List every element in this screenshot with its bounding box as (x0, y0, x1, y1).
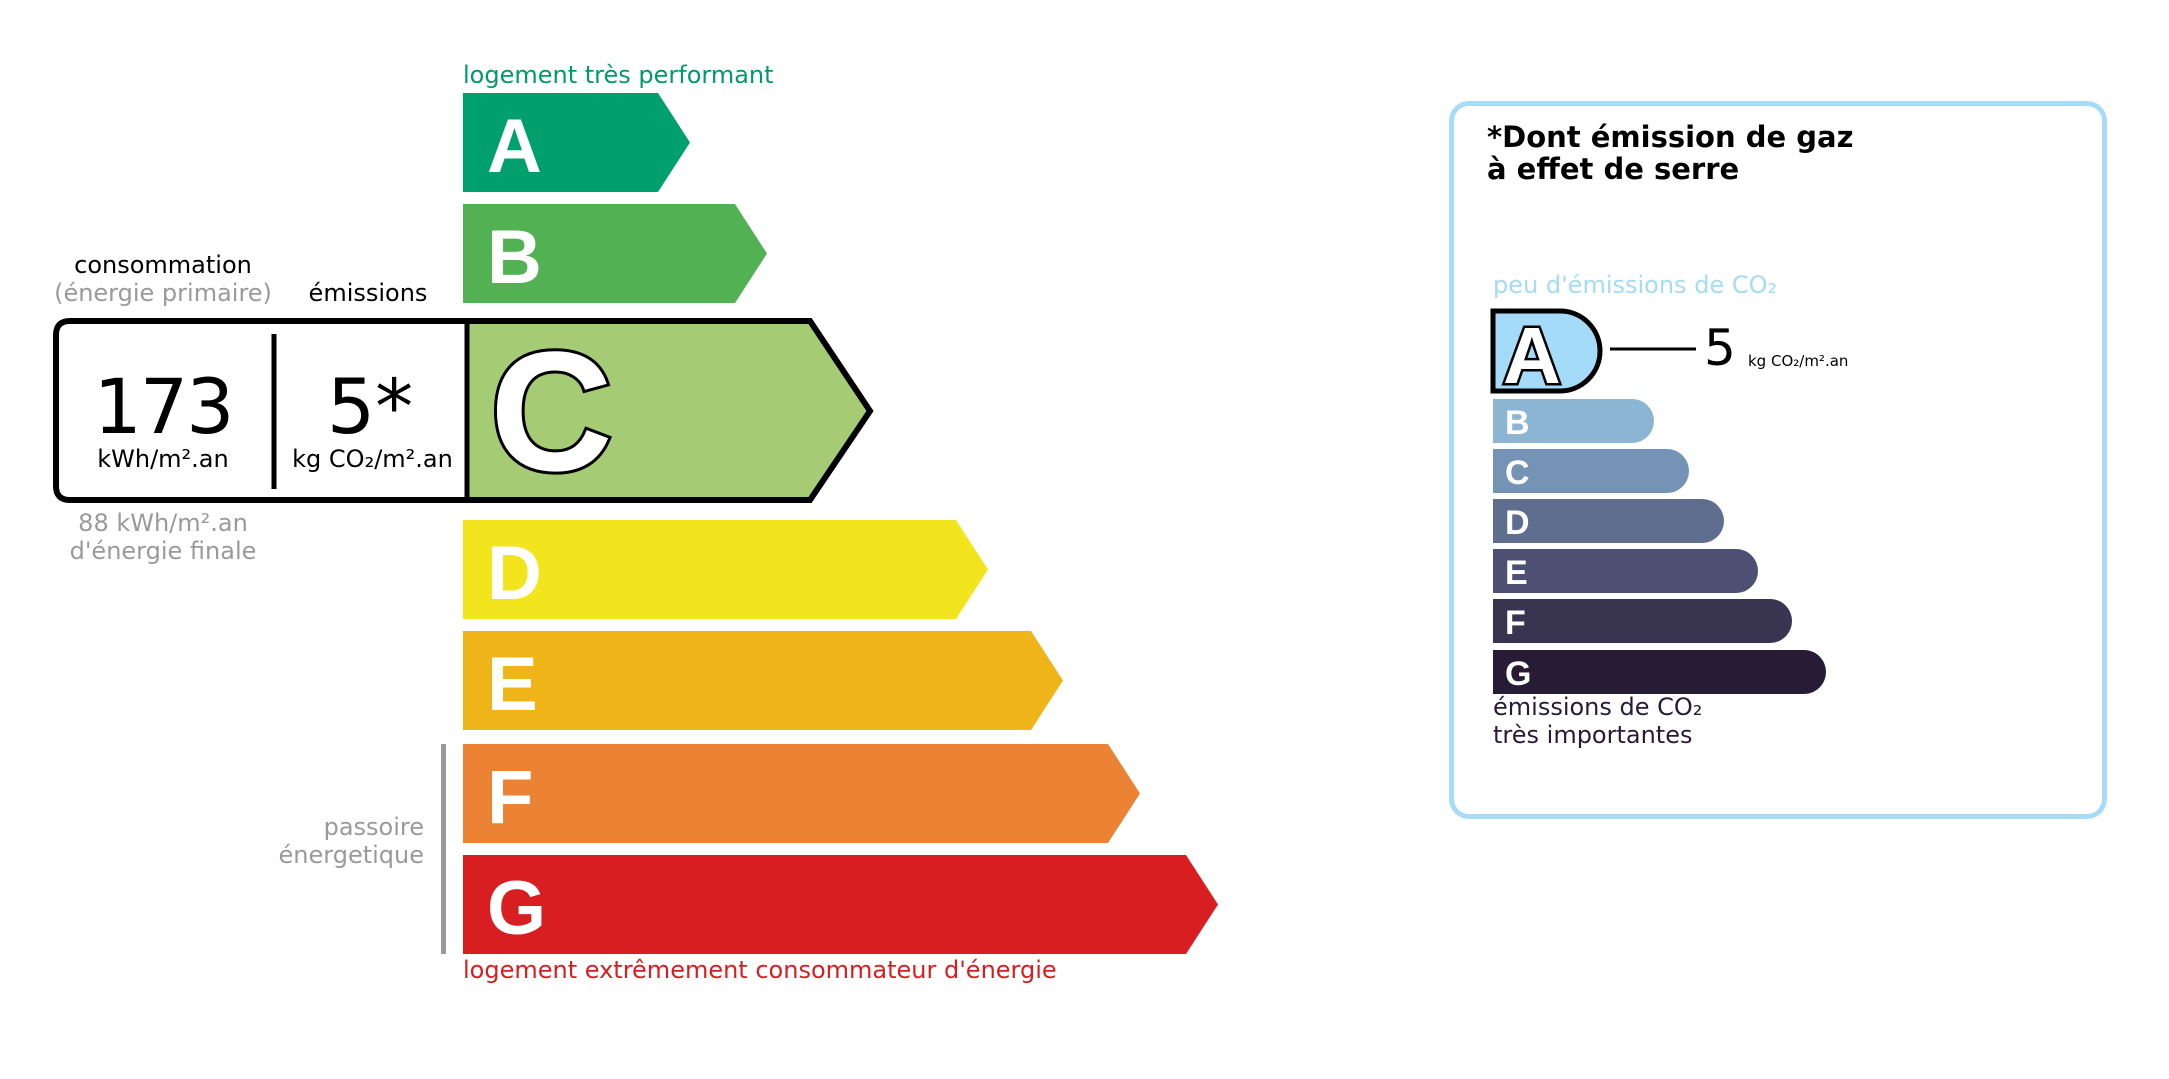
energy-class-c-arrow (467, 321, 870, 500)
ges-title-line1: *Dont émission de gaz (1487, 120, 1854, 154)
ges-unit: kg CO₂/m².an (1748, 352, 1849, 370)
consumption-subheader: (énergie primaire) (54, 279, 272, 307)
consumption-header: consommation (74, 251, 252, 279)
final-energy-value: 88 kWh/m².an (78, 509, 248, 537)
energy-class-a-letter: A (487, 104, 542, 189)
energy-class-g-bar (463, 855, 1218, 954)
ges-bottom-label-line2: très importantes (1493, 721, 1693, 749)
final-energy-label: d'énergie finale (69, 537, 257, 565)
energy-class-e-letter: E (487, 642, 538, 727)
passoire-label-line1: passoire (323, 813, 424, 841)
emissions-header: émissions (308, 279, 428, 307)
energy-current-class-letter: C (490, 317, 613, 507)
ges-panel (1449, 101, 2107, 819)
passoire-bracket (441, 744, 446, 954)
energy-class-g-letter: G (487, 866, 546, 951)
energy-class-d-bar (463, 520, 988, 619)
emissions-unit: kg CO₂/m².an (292, 445, 453, 473)
ges-title-line2: à effet de serre (1487, 152, 1740, 186)
energy-class-d-letter: D (487, 531, 542, 616)
consumption-value: 173 (93, 362, 234, 451)
energy-class-b-letter: B (487, 215, 542, 300)
energy-class-e-bar (463, 631, 1063, 730)
energy-current-class-outline (53, 318, 874, 503)
ges-bottom-label-line1: émissions de CO₂ (1493, 693, 1703, 721)
energy-class-f-letter: F (487, 755, 533, 840)
energy-top-label: logement très performant (463, 61, 774, 89)
energy-bottom-label: logement extrêmement consommateur d'éner… (463, 956, 1057, 984)
energy-current-class-box: C (53, 314, 874, 510)
energy-class-f-bar (463, 744, 1140, 843)
energy-class-b-bar (463, 204, 767, 303)
energy-class-a-bar (463, 93, 690, 192)
consumption-unit: kWh/m².an (97, 445, 229, 473)
ges-top-label: peu d'émissions de CO₂ (1493, 271, 1778, 299)
passoire-label-line2: énergetique (278, 841, 424, 869)
ges-value: 5 (1704, 319, 1736, 377)
emissions-value: 5* (326, 362, 414, 451)
